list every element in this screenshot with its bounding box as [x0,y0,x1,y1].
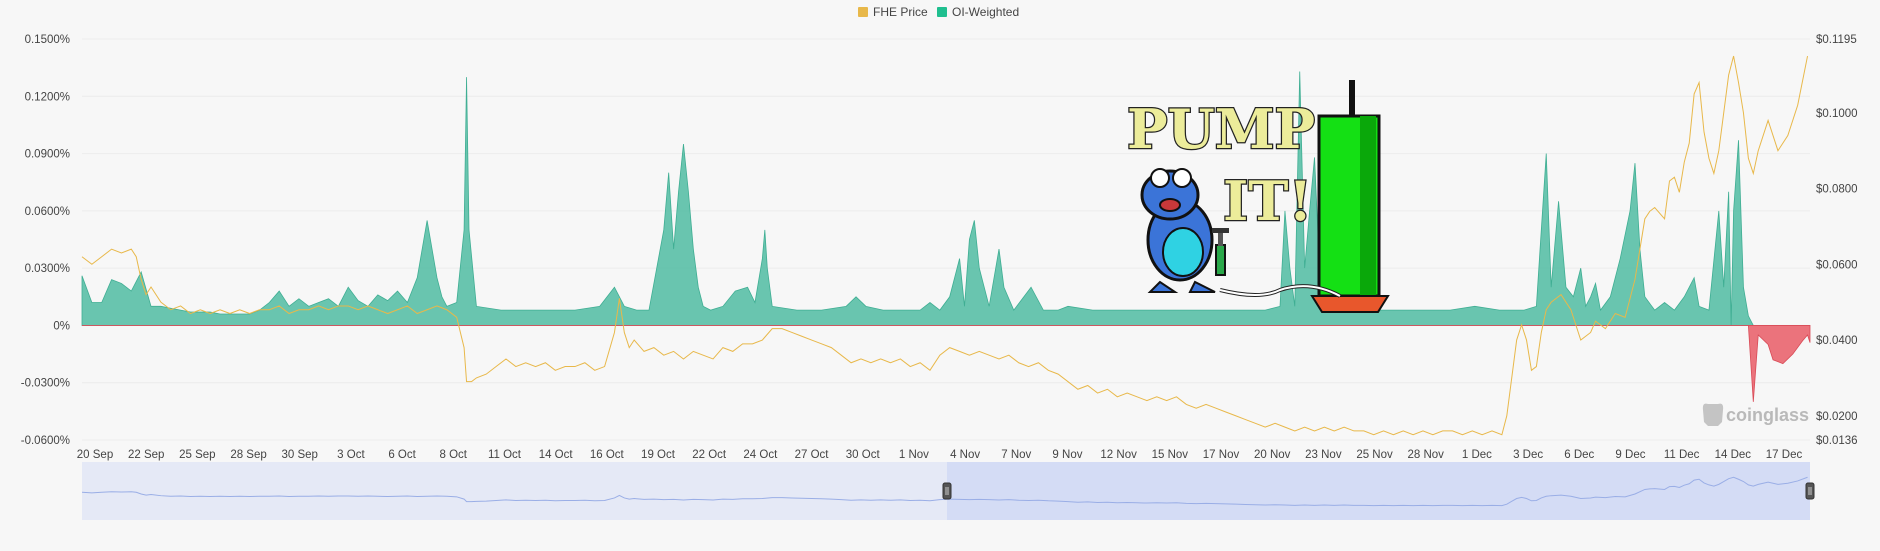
x-tick-label: 20 Nov [1254,449,1291,461]
legend-label-oi-weighted: OI-Weighted [952,5,1019,19]
x-tick-label: 6 Oct [388,449,416,461]
coinglass-logo-icon [1702,403,1724,426]
x-tick-label: 22 Oct [692,449,727,461]
x-tick-label: 20 Sep [77,449,113,461]
x-tick-label: 4 Nov [950,449,980,461]
x-tick-label: 22 Sep [128,449,164,461]
x-tick-label: 19 Oct [641,449,676,461]
x-tick-label: 3 Oct [337,449,365,461]
legend-swatch-oi-weighted [937,7,947,17]
x-tick-label: 27 Oct [795,449,830,461]
right-tick-label: $0.0800 [1816,184,1858,196]
right-tick-label: $0.0136 [1816,435,1858,447]
range-navigator[interactable] [81,462,1815,520]
x-tick-label: 23 Nov [1305,449,1342,461]
series-layer [81,55,1811,436]
left-axis-ticks: 0.1500% 0.1200% 0.0900% 0.0600% 0.0300% 0% -0.… [21,34,70,447]
x-tick-label: 7 Nov [1001,449,1031,461]
right-tick-label: $0.1000 [1816,108,1858,120]
x-tick-label: 1 Nov [899,449,929,461]
legend-swatch-fhe-price [858,7,868,17]
x-tick-label: 11 Oct [488,449,522,461]
coinglass-watermark: coinglass [1702,403,1809,426]
left-tick-label: -0.0300% [21,378,70,390]
x-tick-label: 16 Oct [590,449,625,461]
x-tick-label: 28 Sep [230,449,266,461]
x-tick-label: 15 Nov [1152,449,1189,461]
navigator-handle-right[interactable] [1805,482,1815,500]
x-tick-label: 25 Nov [1356,449,1393,461]
fhe-price-line [81,55,1809,436]
oi-weighted-area-positive [81,71,1810,326]
x-tick-label: 9 Dec [1615,449,1645,461]
navigator-selection[interactable] [947,462,1810,520]
right-tick-label: $0.0400 [1816,335,1858,347]
x-tick-label: 24 Oct [743,449,778,461]
frog-pumping-icon [1140,168,1341,298]
x-tick-label: 9 Nov [1052,449,1082,461]
left-tick-label: 0.0900% [25,149,70,161]
x-tick-label: 28 Nov [1408,449,1445,461]
right-tick-label: $0.1195 [1816,34,1857,46]
x-tick-label: 30 Sep [282,449,318,461]
legend: FHE Price OI-Weighted [858,5,1019,19]
sticker-text-it: IT! [1223,169,1312,233]
watermark-text: coinglass [1726,405,1809,425]
legend-item-oi-weighted[interactable]: OI-Weighted [937,5,1019,19]
x-tick-label: 25 Sep [179,449,215,461]
left-tick-label: 0.0300% [25,263,70,275]
left-tick-label: 0.0600% [25,206,70,218]
x-tick-label: 6 Dec [1564,449,1594,461]
grid-lines [82,38,1810,441]
left-tick-label: -0.0600% [21,435,70,447]
left-tick-label: 0.1200% [25,91,70,103]
x-tick-label: 12 Nov [1100,449,1137,461]
x-tick-label: 8 Oct [440,449,468,461]
x-axis-ticks: 20 Sep 22 Sep 25 Sep 28 Sep 30 Sep 3 Oct 6 Oct… [77,449,1803,461]
x-tick-label: 30 Oct [846,449,881,461]
legend-label-fhe-price: FHE Price [873,5,928,19]
x-tick-label: 14 Oct [539,449,574,461]
left-tick-label: 0.1500% [25,34,70,46]
navigator-handle-left[interactable] [942,482,952,500]
right-tick-label: $0.0200 [1816,411,1858,423]
oi-weighted-area-negative [82,325,1811,402]
right-tick-label: $0.0600 [1816,259,1858,271]
x-tick-label: 11 Dec [1664,449,1700,461]
x-tick-label: 14 Dec [1715,449,1752,461]
x-tick-label: 1 Dec [1462,449,1492,461]
x-tick-label: 17 Dec [1766,449,1803,461]
x-tick-label: 17 Nov [1203,449,1240,461]
left-tick-label: 0% [53,320,70,332]
green-candle-icon [1310,80,1390,313]
right-axis-ticks: $0.1195 $0.1000 $0.0800 $0.0600 $0.0400 $0.02… [1816,34,1858,447]
pump-it-sticker: PUMP IT! [1126,80,1390,313]
sticker-text-pump: PUMP [1127,97,1315,161]
x-tick-label: 3 Dec [1513,449,1543,461]
legend-item-fhe-price[interactable]: FHE Price [858,5,928,19]
navigator-price-line [81,476,1808,507]
